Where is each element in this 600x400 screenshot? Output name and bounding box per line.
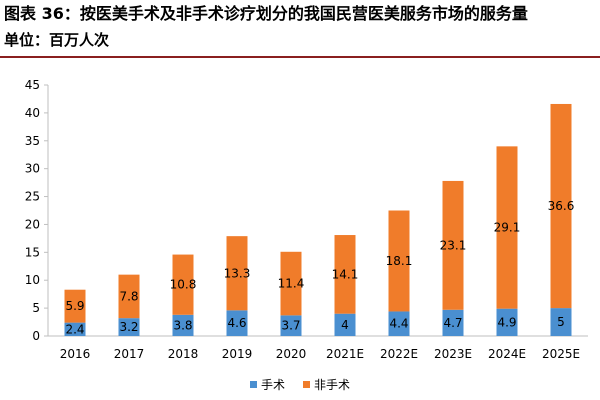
bar-nonsurgical [118,274,140,319]
x-tick-label: 2023E [434,347,472,361]
x-tick-label: 2024E [488,347,526,361]
x-tick-label: 2018 [168,347,199,361]
x-tick-label: 2019 [222,347,253,361]
bar-surgical [388,311,410,336]
y-tick-label: 30 [25,162,40,176]
data-label-nonsurgical: 13.3 [224,266,251,280]
data-label-surgical: 3.8 [173,318,192,332]
bar-nonsurgical [64,289,86,323]
bar-nonsurgical [280,251,302,316]
bar-surgical [64,322,86,336]
data-label-surgical: 4.7 [443,316,462,330]
data-label-surgical: 4 [341,318,349,332]
bar-surgical [118,318,140,336]
data-label-surgical: 4.9 [497,315,516,329]
title-divider [0,56,600,58]
y-tick-label: 40 [25,106,40,120]
legend-item-nonsurgical: 非手术 [303,376,350,393]
data-label-nonsurgical: 7.8 [119,289,138,303]
y-tick-label: 20 [25,217,40,231]
x-tick-label: 2016 [60,347,91,361]
x-tick-label: 2020 [276,347,307,361]
bar-nonsurgical [172,254,194,315]
x-tick-label: 2017 [114,347,145,361]
x-tick-label: 2021E [326,347,364,361]
x-tick-label: 2022E [380,347,418,361]
data-label-surgical: 4.6 [227,316,246,330]
bar-nonsurgical [442,180,464,310]
data-label-surgical: 5 [557,315,565,329]
data-label-nonsurgical: 36.6 [548,199,575,213]
data-label-nonsurgical: 5.9 [65,299,84,313]
data-label-nonsurgical: 10.8 [170,278,197,292]
chart-title: 图表 36：按医美手术及非手术诊疗划分的我国民营医美服务市场的服务量 [4,4,528,23]
bar-nonsurgical [550,103,572,309]
y-tick-label: 25 [25,190,40,204]
legend-label-surgical: 手术 [260,377,285,392]
x-tick-label: 2025E [542,347,580,361]
y-tick-label: 10 [25,273,40,287]
unit-label: 单位：百万人次 [4,31,110,49]
y-tick-label: 45 [25,78,40,92]
bar-surgical [550,308,572,336]
bar-nonsurgical [226,236,248,311]
data-label-nonsurgical: 11.4 [278,277,305,291]
bar-surgical [334,313,356,336]
data-label-nonsurgical: 18.1 [386,254,413,268]
data-label-surgical: 4.4 [389,317,408,331]
bar-surgical [496,308,518,336]
y-tick-label: 0 [32,329,40,343]
bar-nonsurgical [388,210,410,312]
legend: 手术 非手术 [0,372,600,396]
legend-label-nonsurgical: 非手术 [314,377,351,392]
bar-surgical [226,310,248,336]
legend-item-surgical: 手术 [249,376,285,393]
bar-surgical [442,309,464,336]
legend-swatch-surgical [249,380,257,388]
data-label-surgical: 2.4 [65,322,84,336]
legend-swatch-nonsurgical [303,380,310,388]
bar-nonsurgical [334,235,356,314]
data-label-surgical: 3.7 [281,319,300,333]
bar-nonsurgical [496,146,518,309]
y-tick-label: 35 [25,134,40,148]
bar-surgical [280,315,302,336]
data-label-nonsurgical: 23.1 [440,238,467,252]
data-label-nonsurgical: 29.1 [494,221,521,235]
data-label-surgical: 3.2 [119,320,138,334]
labels-layer: 2.4 5.9 3.2 7.8 3.8 10.8 4.6 13.3 3.7 11.4 4 14.1 4.… [65,199,574,336]
data-label-nonsurgical: 14.1 [332,267,359,281]
y-tick-label: 15 [25,245,40,259]
bar-surgical [172,314,194,336]
bars-layer [64,103,572,336]
y-tick-label: 5 [32,301,40,315]
